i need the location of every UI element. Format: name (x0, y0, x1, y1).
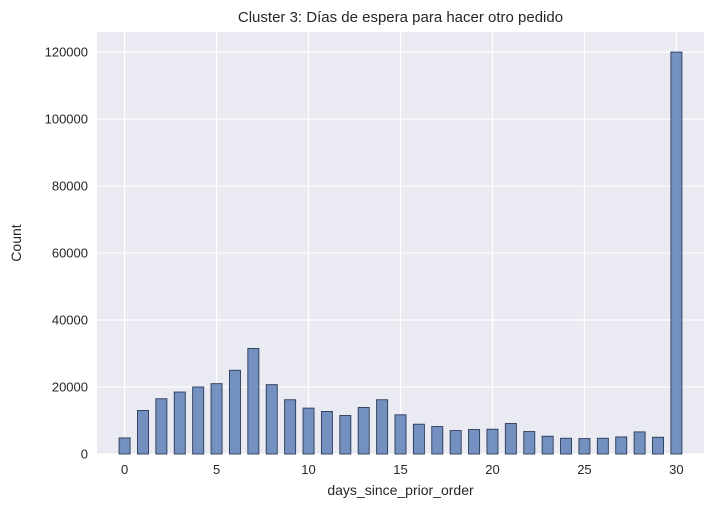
x-tick-label: 20 (485, 462, 499, 477)
x-tick-label: 0 (121, 462, 128, 477)
histogram-bar (376, 399, 389, 455)
x-tick-label: 15 (393, 462, 407, 477)
x-tick-label: 5 (213, 462, 220, 477)
y-axis-label: Count (8, 224, 24, 261)
histogram-bar (228, 369, 241, 455)
histogram-bar (560, 437, 573, 455)
histogram-bar (265, 384, 278, 455)
histogram-bar (192, 386, 205, 455)
histogram-bar (210, 383, 223, 455)
histogram-bar (284, 399, 297, 455)
x-tick-label: 10 (301, 462, 315, 477)
chart-title: Cluster 3: Días de espera para hacer otr… (238, 9, 563, 26)
histogram-bar (578, 438, 591, 455)
y-tick-label: 100000 (45, 112, 88, 127)
histogram-bar (523, 431, 536, 455)
x-tick-label: 25 (577, 462, 591, 477)
histogram-bar (247, 348, 260, 455)
y-tick-label: 40000 (52, 313, 88, 328)
histogram-bar (155, 398, 168, 455)
x-tick-labels: 0 5 10 15 20 25 30 (121, 462, 684, 477)
histogram-bar (302, 407, 315, 455)
histogram-bar (137, 410, 149, 455)
histogram-bar (431, 426, 444, 455)
histogram-bar (615, 436, 628, 455)
histogram-bar (320, 411, 333, 455)
histogram-bar (449, 430, 462, 455)
histogram-bar (118, 437, 131, 455)
histogram-bar (504, 423, 517, 455)
x-axis-label: days_since_prior_order (327, 482, 474, 498)
y-tick-label: 60000 (52, 246, 88, 261)
histogram-bar (173, 391, 186, 455)
y-tick-label: 20000 (52, 380, 88, 395)
y-tick-label: 0 (81, 447, 88, 462)
histogram-bar (596, 437, 609, 455)
y-tick-labels: 0 20000 40000 60000 80000 100000 120000 (45, 45, 88, 462)
histogram-bar (394, 414, 407, 455)
histogram-bar (633, 431, 646, 455)
y-tick-label: 120000 (45, 45, 88, 60)
histogram-bar (652, 436, 664, 455)
y-tick-label: 80000 (52, 179, 88, 194)
histogram-bar (412, 423, 425, 455)
bars-group (118, 51, 683, 455)
histogram-bar (541, 435, 554, 455)
histogram-bar (357, 406, 370, 455)
histogram-bar (486, 428, 499, 455)
histogram-bar (468, 429, 481, 455)
histogram-bar (670, 51, 683, 455)
x-tick-label: 30 (669, 462, 683, 477)
histogram-bar (339, 415, 352, 455)
